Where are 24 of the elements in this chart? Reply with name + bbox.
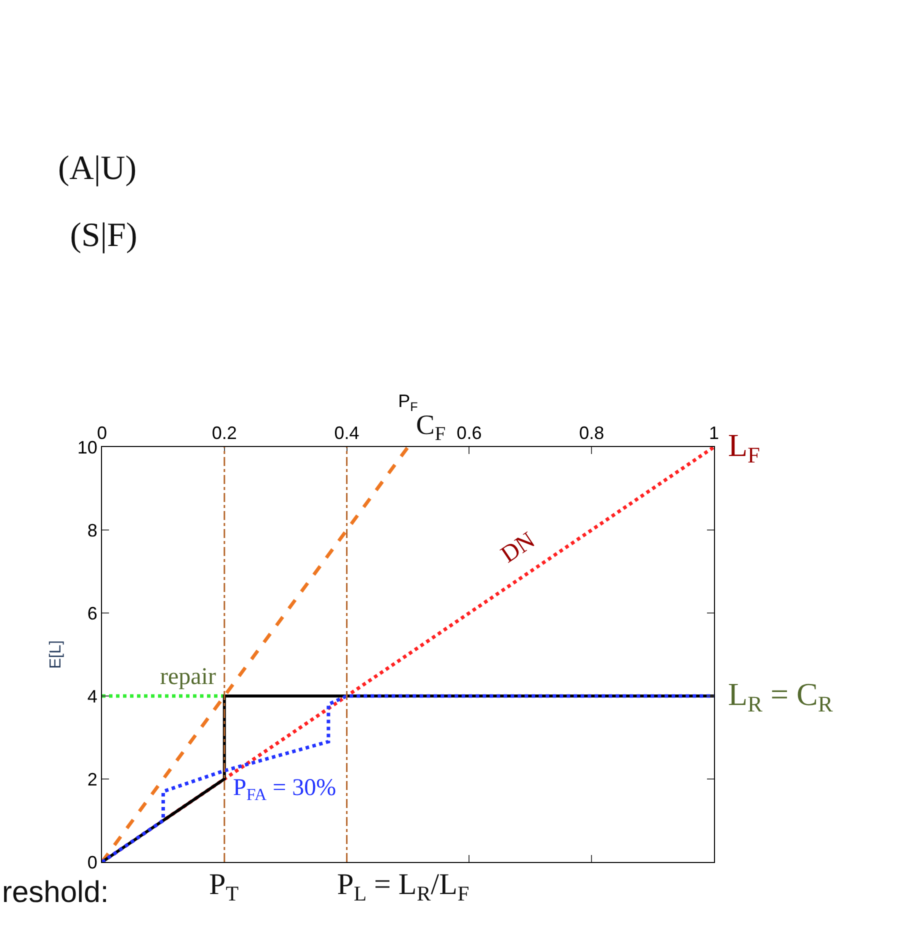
y-tick-label: 0	[87, 852, 98, 872]
x-tick-label: 0.8	[579, 422, 604, 443]
annotation: L$_{F}$	[728, 427, 760, 468]
annotation: L$_{R}$ = C$_{R}$	[728, 676, 833, 717]
x-axis-title: P$_{F}$	[398, 391, 418, 414]
y-tick-label: 2	[87, 769, 98, 790]
text: (S|F)	[70, 217, 138, 254]
y-tick-label: 10	[77, 437, 98, 458]
text: reshold:	[2, 876, 109, 909]
x-tick-label: 0.6	[456, 422, 482, 443]
x-tick-label: 0.2	[212, 422, 237, 443]
x-tick-label: 0.4	[334, 422, 360, 443]
series-label: C$_{F}$	[416, 410, 446, 445]
ref-line-label: P$_{L}$ = L$_{R}$/L$_{F}$	[337, 868, 470, 906]
x-tick-label: 1	[708, 422, 720, 443]
y-tick-label: 8	[87, 520, 98, 540]
y-axis-title: E[L]	[47, 640, 64, 669]
series-label: repair	[160, 664, 216, 690]
y-tick-label: 6	[87, 603, 98, 624]
series-label: P$_{FA}$ = 30%	[233, 775, 336, 804]
text: (A|U)	[58, 150, 137, 187]
y-tick-label: 4	[87, 686, 98, 706]
text: DN	[496, 527, 540, 568]
ref-line-label: P$_{T}$	[209, 868, 239, 906]
